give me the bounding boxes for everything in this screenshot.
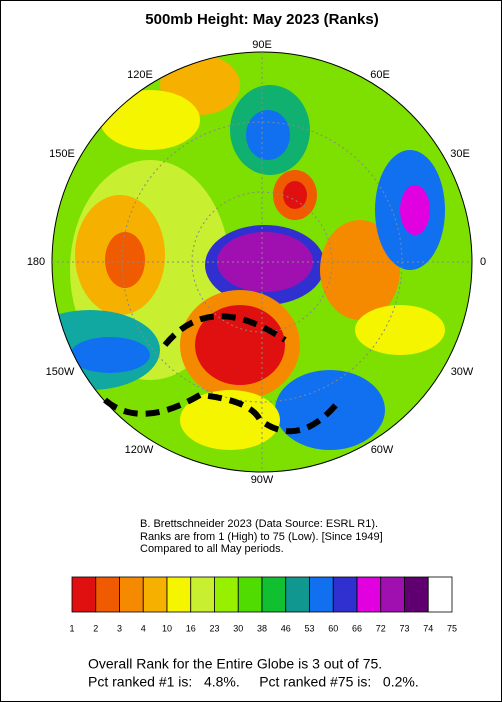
- colorbar-label: 72: [376, 623, 386, 633]
- colorbar-box: [119, 576, 144, 613]
- lon-label: 0: [480, 256, 486, 268]
- colorbar-label: 60: [328, 623, 338, 633]
- colorbar-box: [285, 576, 310, 613]
- trough-arrows: [103, 313, 343, 435]
- credit-line: Compared to all May periods.: [140, 543, 284, 555]
- colorbar-box: [427, 576, 453, 613]
- lon-label: 180: [27, 256, 45, 268]
- lon-label: 90W: [251, 474, 274, 486]
- credit-line: B. Brettschneider 2023 (Data Source: ESR…: [140, 518, 378, 530]
- colorbar-box: [214, 576, 239, 613]
- colorbar-box: [71, 576, 97, 613]
- colorbar-label: 23: [209, 623, 219, 633]
- colorbar-box: [95, 576, 120, 613]
- colorbar-label: 16: [186, 623, 196, 633]
- lon-label: 30E: [450, 148, 470, 160]
- colorbar-label: 4: [141, 623, 146, 633]
- credit-line: Ranks are from 1 (High) to 75 (Low). [Si…: [140, 531, 383, 543]
- colorbar-label: 75: [447, 623, 457, 633]
- colorbar-box: [190, 576, 215, 613]
- lon-label: 150W: [46, 366, 75, 378]
- colorbar-label: 66: [352, 623, 362, 633]
- graticule: [52, 52, 472, 472]
- colorbar-box: [332, 576, 358, 613]
- lon-label: 120W: [125, 444, 154, 456]
- lon-label: 90E: [252, 39, 272, 51]
- colorbar-box: [261, 576, 287, 613]
- colorbar-box: [309, 576, 334, 613]
- colorbar-label: 53: [304, 623, 314, 633]
- colorbar-box: [237, 576, 263, 613]
- lon-label: 30W: [451, 366, 474, 378]
- lon-label: 60E: [370, 69, 390, 81]
- colorbar-label: 46: [281, 623, 291, 633]
- colorbar-box: [142, 576, 168, 613]
- colorbar-label: 73: [399, 623, 409, 633]
- colorbar-box: [404, 576, 429, 613]
- colorbar-box: [166, 576, 192, 613]
- colorbar-label: 30: [233, 623, 243, 633]
- colorbar-label: 3: [117, 623, 122, 633]
- lon-label: 60W: [371, 444, 394, 456]
- colorbar: 1 2 3 4 10 16 23 30 38 46 53 60 66 72 73 74 75: [69, 576, 457, 633]
- colorbar-label: 2: [93, 623, 98, 633]
- lon-label: 120E: [127, 69, 153, 81]
- colorbar-label: 38: [257, 623, 267, 633]
- title: 500mb Height: May 2023 (Ranks): [145, 11, 378, 28]
- colorbar-label: 10: [162, 623, 172, 633]
- colorbar-label: 74: [423, 623, 433, 633]
- summary-line: Pct ranked #1 is: 4.8%. Pct ranked #75 i…: [88, 674, 419, 690]
- colorbar-label: 1: [69, 623, 74, 633]
- colorbar-box: [356, 576, 382, 613]
- colorbar-box: [380, 576, 405, 613]
- lon-label: 150E: [49, 148, 75, 160]
- summary-line: Overall Rank for the Entire Globe is 3 o…: [88, 656, 382, 672]
